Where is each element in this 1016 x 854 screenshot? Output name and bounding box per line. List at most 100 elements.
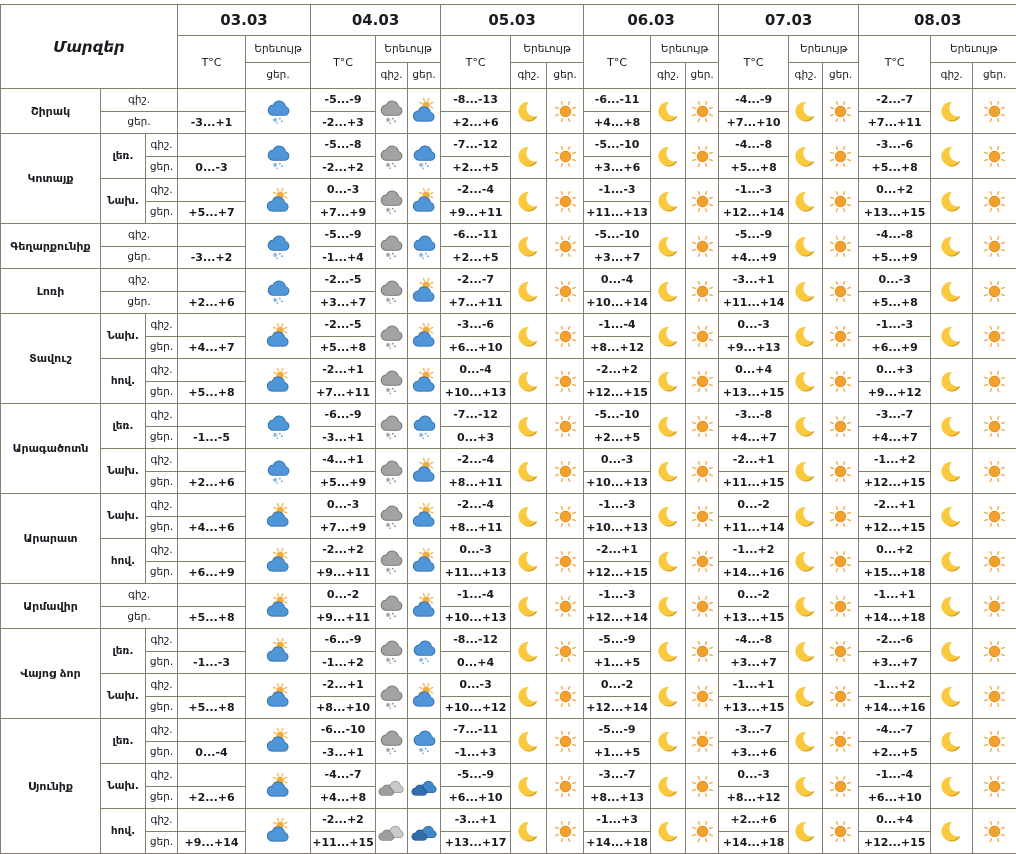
day-subheader: ցեր. [408, 62, 441, 89]
day-temp-cell: +7...+11 [441, 291, 511, 314]
sun-icon [827, 641, 854, 660]
sun-cloud-icon [411, 371, 438, 390]
phenomenon-cell [686, 719, 719, 764]
day-temp-cell: +12...+14 [719, 201, 789, 224]
forecast-row-day: ցեր.-3...+1-2...+3+2...+6+4...+8+7...+10… [1, 111, 1016, 134]
day-temp-cell: +2...+6 [178, 786, 246, 809]
night-temp-cell [178, 134, 246, 157]
moon-icon [792, 371, 819, 390]
moon-icon [655, 236, 682, 255]
day-temp-cell: +9...+12 [859, 381, 931, 404]
phenomenon-cell [376, 719, 408, 764]
night-temp-cell: 0...+2 [859, 179, 931, 202]
day-temp-cell: +11...+15 [311, 831, 376, 854]
sun-cloud-icon [265, 641, 292, 660]
moon-icon [515, 731, 542, 750]
sun-icon [827, 686, 854, 705]
night-subheader: գիշ. [931, 62, 973, 89]
zone-label: Նախ. [101, 314, 146, 359]
phenomenon-cell [651, 719, 686, 764]
temp-unit-header: T°C [311, 36, 376, 89]
phenomenon-cell [686, 674, 719, 719]
moon-icon [515, 686, 542, 705]
phenomenon-cell [931, 179, 973, 224]
moon-icon [655, 731, 682, 750]
sun-icon [981, 506, 1008, 525]
phenomenon-cell [547, 584, 584, 629]
night-row-label: գիշ. [146, 539, 178, 562]
day-temp-cell: +4...+8 [311, 786, 376, 809]
moon-icon [938, 101, 965, 120]
snow-gray-icon [378, 686, 405, 705]
sun-icon [827, 236, 854, 255]
phenomenon-cell [547, 449, 584, 494]
phenomenon-cell [789, 449, 823, 494]
phenomenon-cell [823, 179, 859, 224]
phenomenon-cell [246, 719, 311, 764]
night-temp-cell: 0...+4 [719, 359, 789, 382]
phenomenon-cell [651, 314, 686, 359]
temp-unit-header: T°C [441, 36, 511, 89]
moon-icon [792, 236, 819, 255]
date-header: 03.03 [178, 5, 311, 36]
sun-icon [689, 596, 716, 615]
snow-gray-icon [378, 461, 405, 480]
phenomenon-cell [931, 404, 973, 449]
phenomenon-cell [789, 359, 823, 404]
phenomenon-cell [376, 584, 408, 629]
phenomenon-cell [547, 404, 584, 449]
phenomenon-cell [823, 314, 859, 359]
phenomenon-cell [931, 314, 973, 359]
phenomenon-cell [789, 404, 823, 449]
night-row-label: գիշ. [146, 494, 178, 517]
phenomenon-cell [547, 764, 584, 809]
forecast-row-day: ցեր.+2...+6+5...+9+8...+11+10...+13+11..… [1, 471, 1016, 494]
region-name: Արարատ [1, 494, 101, 584]
sun-cloud-icon [265, 506, 292, 525]
sun-icon [552, 236, 579, 255]
phenomenon-cell [246, 809, 311, 854]
day-temp-cell: -3...+1 [311, 426, 376, 449]
moon-icon [938, 236, 965, 255]
forecast-row-day: ցեր.0...-4-3...+1-1...+3+1...+5+3...+6+2… [1, 741, 1016, 764]
sun-cloud-icon [265, 551, 292, 570]
night-temp-cell: 0...-3 [441, 674, 511, 697]
sun-icon [552, 506, 579, 525]
night-row-label: գիշ. [146, 809, 178, 832]
sun-cloud-icon [411, 101, 438, 120]
moon-icon [655, 371, 682, 390]
moon-icon [792, 281, 819, 300]
sun-icon [827, 326, 854, 345]
day-row-label: ցեր. [146, 651, 178, 674]
phenomenon-cell [789, 584, 823, 629]
night-temp-cell [178, 359, 246, 382]
temp-unit-header: T°C [719, 36, 789, 89]
night-row-label: գիշ. [146, 629, 178, 652]
sun-icon [981, 101, 1008, 120]
day-temp-cell: +4...+7 [859, 426, 931, 449]
phenomenon-cell [823, 674, 859, 719]
phenomenon-cell [651, 224, 686, 269]
day-temp-cell: +11...+13 [441, 561, 511, 584]
phenomenon-cell [651, 494, 686, 539]
moon-icon [655, 506, 682, 525]
phenomenon-cell [511, 539, 547, 584]
date-header: 05.03 [441, 5, 584, 36]
phenomenon-cell [408, 269, 441, 314]
phenomenon-cell [511, 584, 547, 629]
sun-icon [689, 731, 716, 750]
phenomenon-cell [376, 269, 408, 314]
forecast-row-day: ցեր.+5...+8+7...+11+10...+13+12...+15+13… [1, 381, 1016, 404]
sun-icon [552, 686, 579, 705]
phenomenon-cell [789, 314, 823, 359]
phenomenon-cell [789, 179, 823, 224]
night-temp-cell: 0...-2 [311, 584, 376, 607]
day-temp-cell: +5...+9 [311, 471, 376, 494]
phenomenon-cell [376, 494, 408, 539]
phenomenon-cell [823, 629, 859, 674]
day-subheader: ցեր. [246, 62, 311, 89]
sun-icon [827, 776, 854, 795]
